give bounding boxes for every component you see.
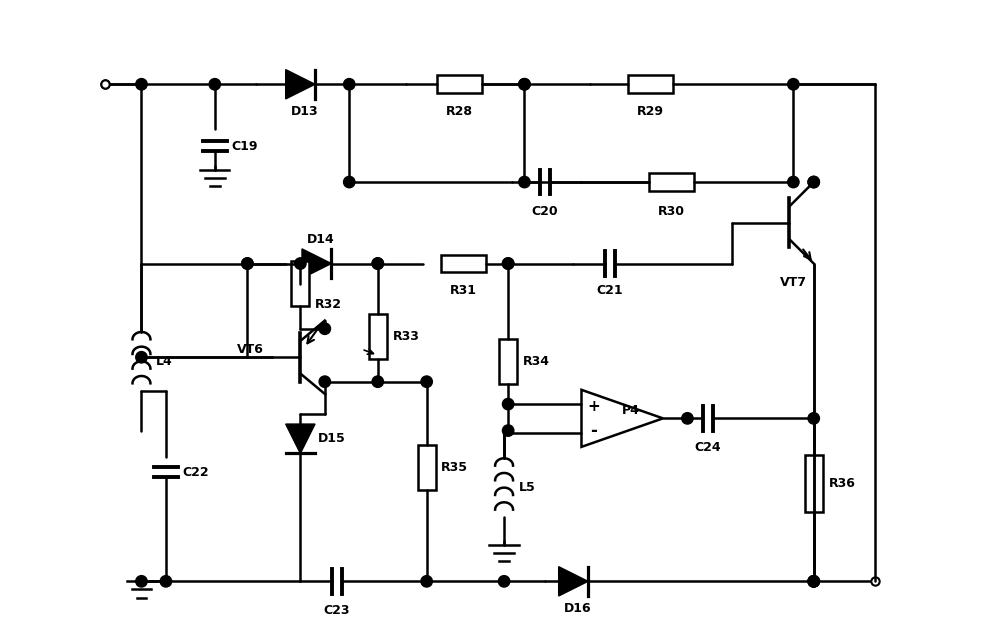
- Circle shape: [498, 575, 510, 587]
- Text: R31: R31: [450, 284, 477, 297]
- Circle shape: [808, 177, 819, 188]
- Text: R36: R36: [828, 477, 855, 490]
- Circle shape: [372, 258, 383, 269]
- Circle shape: [319, 376, 331, 387]
- Circle shape: [808, 575, 819, 587]
- FancyBboxPatch shape: [291, 261, 309, 306]
- Polygon shape: [286, 424, 315, 453]
- Text: R30: R30: [658, 205, 685, 218]
- Circle shape: [372, 258, 383, 269]
- FancyBboxPatch shape: [805, 455, 823, 512]
- Text: C24: C24: [694, 441, 721, 454]
- Text: D16: D16: [564, 602, 591, 615]
- Circle shape: [136, 78, 147, 90]
- Text: D13: D13: [291, 104, 318, 118]
- Circle shape: [136, 575, 147, 587]
- Text: L5: L5: [519, 481, 535, 494]
- Circle shape: [808, 413, 819, 424]
- Polygon shape: [559, 567, 588, 596]
- Text: C19: C19: [231, 140, 258, 153]
- Circle shape: [209, 78, 221, 90]
- Text: R34: R34: [523, 355, 550, 368]
- Circle shape: [808, 575, 819, 587]
- Circle shape: [808, 177, 819, 188]
- Circle shape: [421, 376, 432, 387]
- Text: R33: R33: [392, 330, 419, 343]
- Text: P4: P4: [621, 404, 639, 417]
- Polygon shape: [302, 249, 331, 278]
- Circle shape: [242, 258, 253, 269]
- Circle shape: [372, 376, 383, 387]
- Circle shape: [788, 78, 799, 90]
- Text: C20: C20: [532, 205, 558, 218]
- Circle shape: [502, 258, 514, 269]
- FancyBboxPatch shape: [441, 254, 486, 272]
- Text: C23: C23: [324, 604, 350, 617]
- Text: R32: R32: [315, 298, 342, 311]
- Circle shape: [136, 351, 147, 363]
- Text: R28: R28: [446, 104, 473, 118]
- FancyBboxPatch shape: [649, 173, 694, 191]
- Text: R35: R35: [441, 461, 468, 473]
- Circle shape: [788, 177, 799, 188]
- FancyBboxPatch shape: [418, 445, 436, 490]
- Text: -: -: [590, 422, 597, 439]
- Circle shape: [682, 413, 693, 424]
- Circle shape: [502, 258, 514, 269]
- Circle shape: [295, 258, 306, 269]
- Text: +: +: [587, 399, 600, 413]
- Circle shape: [502, 398, 514, 410]
- Circle shape: [421, 575, 432, 587]
- Text: VT7: VT7: [780, 276, 807, 289]
- Circle shape: [344, 78, 355, 90]
- FancyBboxPatch shape: [369, 315, 387, 360]
- Circle shape: [242, 258, 253, 269]
- Text: VT6: VT6: [237, 342, 264, 356]
- Circle shape: [519, 78, 530, 90]
- Polygon shape: [286, 70, 315, 99]
- Circle shape: [519, 78, 530, 90]
- Circle shape: [519, 177, 530, 188]
- Circle shape: [160, 575, 172, 587]
- FancyBboxPatch shape: [628, 75, 673, 93]
- Text: D14: D14: [307, 232, 335, 246]
- Text: C22: C22: [182, 466, 209, 479]
- FancyBboxPatch shape: [437, 75, 482, 93]
- Text: C21: C21: [597, 284, 623, 297]
- Circle shape: [502, 425, 514, 436]
- Text: L4: L4: [156, 355, 173, 368]
- Circle shape: [319, 323, 331, 334]
- Text: D15: D15: [318, 432, 346, 445]
- Text: R29: R29: [637, 104, 664, 118]
- Circle shape: [808, 575, 819, 587]
- FancyBboxPatch shape: [499, 339, 517, 384]
- Circle shape: [344, 177, 355, 188]
